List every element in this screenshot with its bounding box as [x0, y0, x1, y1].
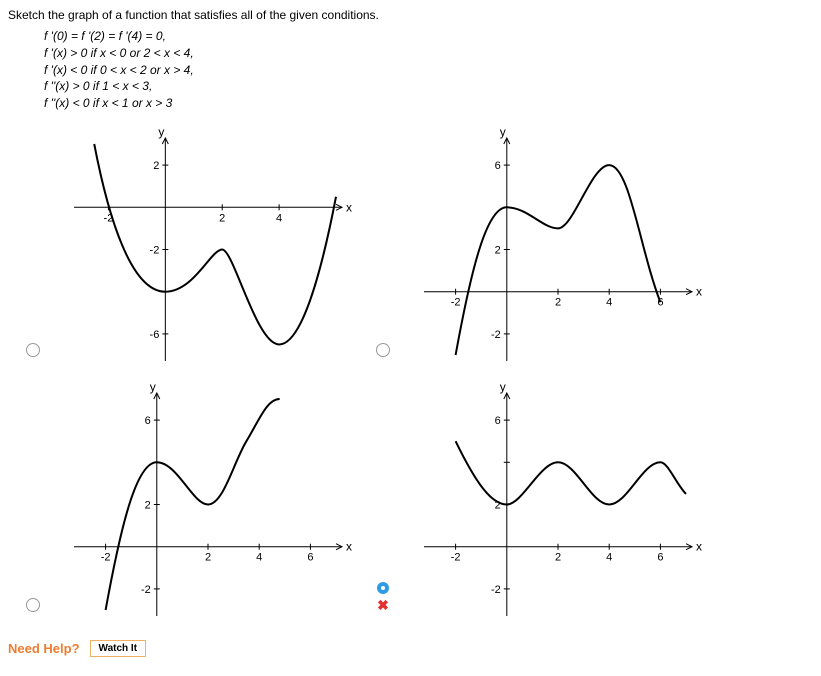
- graph-d: -224626-2xy: [408, 377, 708, 632]
- cond-5: f ''(x) < 0 if x < 1 or x > 3: [44, 95, 813, 112]
- svg-text:x: x: [346, 200, 352, 214]
- watch-it-button[interactable]: Watch It: [90, 640, 147, 657]
- correct-marker-icon: [377, 582, 389, 594]
- svg-text:y: y: [500, 380, 506, 394]
- svg-text:2: 2: [555, 297, 561, 309]
- option-b-radio[interactable]: [376, 343, 390, 357]
- question-text: Sketch the graph of a function that sati…: [8, 8, 813, 22]
- svg-text:y: y: [150, 380, 156, 394]
- svg-text:-2: -2: [150, 244, 160, 256]
- cond-4: f ''(x) > 0 if 1 < x < 3,: [44, 78, 813, 95]
- cond-2: f '(x) > 0 if x < 0 or 2 < x < 4,: [44, 45, 813, 62]
- svg-text:2: 2: [219, 212, 225, 224]
- svg-text:-6: -6: [150, 329, 160, 341]
- svg-text:4: 4: [256, 552, 262, 564]
- svg-text:y: y: [500, 125, 506, 139]
- svg-text:4: 4: [276, 212, 282, 224]
- svg-text:-2: -2: [451, 552, 461, 564]
- svg-text:-2: -2: [491, 584, 501, 596]
- svg-text:6: 6: [307, 552, 313, 564]
- conditions-block: f '(0) = f '(2) = f '(4) = 0, f '(x) > 0…: [44, 28, 813, 112]
- cond-1: f '(0) = f '(2) = f '(4) = 0,: [44, 28, 813, 45]
- graph-c: -2 2 4 6 2 6 -2 x y: [58, 377, 358, 632]
- option-c-radio[interactable]: [26, 598, 40, 612]
- svg-text:2: 2: [555, 552, 561, 564]
- svg-text:4: 4: [606, 297, 612, 309]
- svg-text:-2: -2: [101, 552, 111, 564]
- svg-text:6: 6: [495, 160, 501, 172]
- graph-a: -2242-2-6xy: [58, 122, 358, 377]
- svg-text:-2: -2: [141, 584, 151, 596]
- option-a-radio[interactable]: [26, 343, 40, 357]
- svg-text:6: 6: [145, 415, 151, 427]
- svg-text:x: x: [696, 540, 702, 554]
- svg-text:2: 2: [145, 499, 151, 511]
- svg-text:2: 2: [495, 244, 501, 256]
- svg-text:y: y: [158, 125, 164, 139]
- svg-text:-2: -2: [491, 329, 501, 341]
- svg-text:x: x: [696, 285, 702, 299]
- svg-text:4: 4: [606, 552, 612, 564]
- svg-text:-2: -2: [451, 297, 461, 309]
- svg-text:6: 6: [657, 552, 663, 564]
- need-help-label: Need Help?: [8, 641, 80, 656]
- svg-text:x: x: [346, 540, 352, 554]
- wrong-marker-icon: ✖: [377, 598, 389, 612]
- help-row: Need Help? Watch It: [8, 640, 813, 657]
- svg-text:2: 2: [205, 552, 211, 564]
- graph-b: -224626-2xy: [408, 122, 708, 377]
- svg-text:6: 6: [495, 415, 501, 427]
- svg-text:2: 2: [153, 160, 159, 172]
- cond-3: f '(x) < 0 if 0 < x < 2 or x > 4,: [44, 62, 813, 79]
- graph-grid: -2 2 4 2 -2 -6 x y -2 2 4 6 2 6 -2 x y -2 2 4 6 2 6 -2 x y ✖ -2…: [8, 122, 813, 632]
